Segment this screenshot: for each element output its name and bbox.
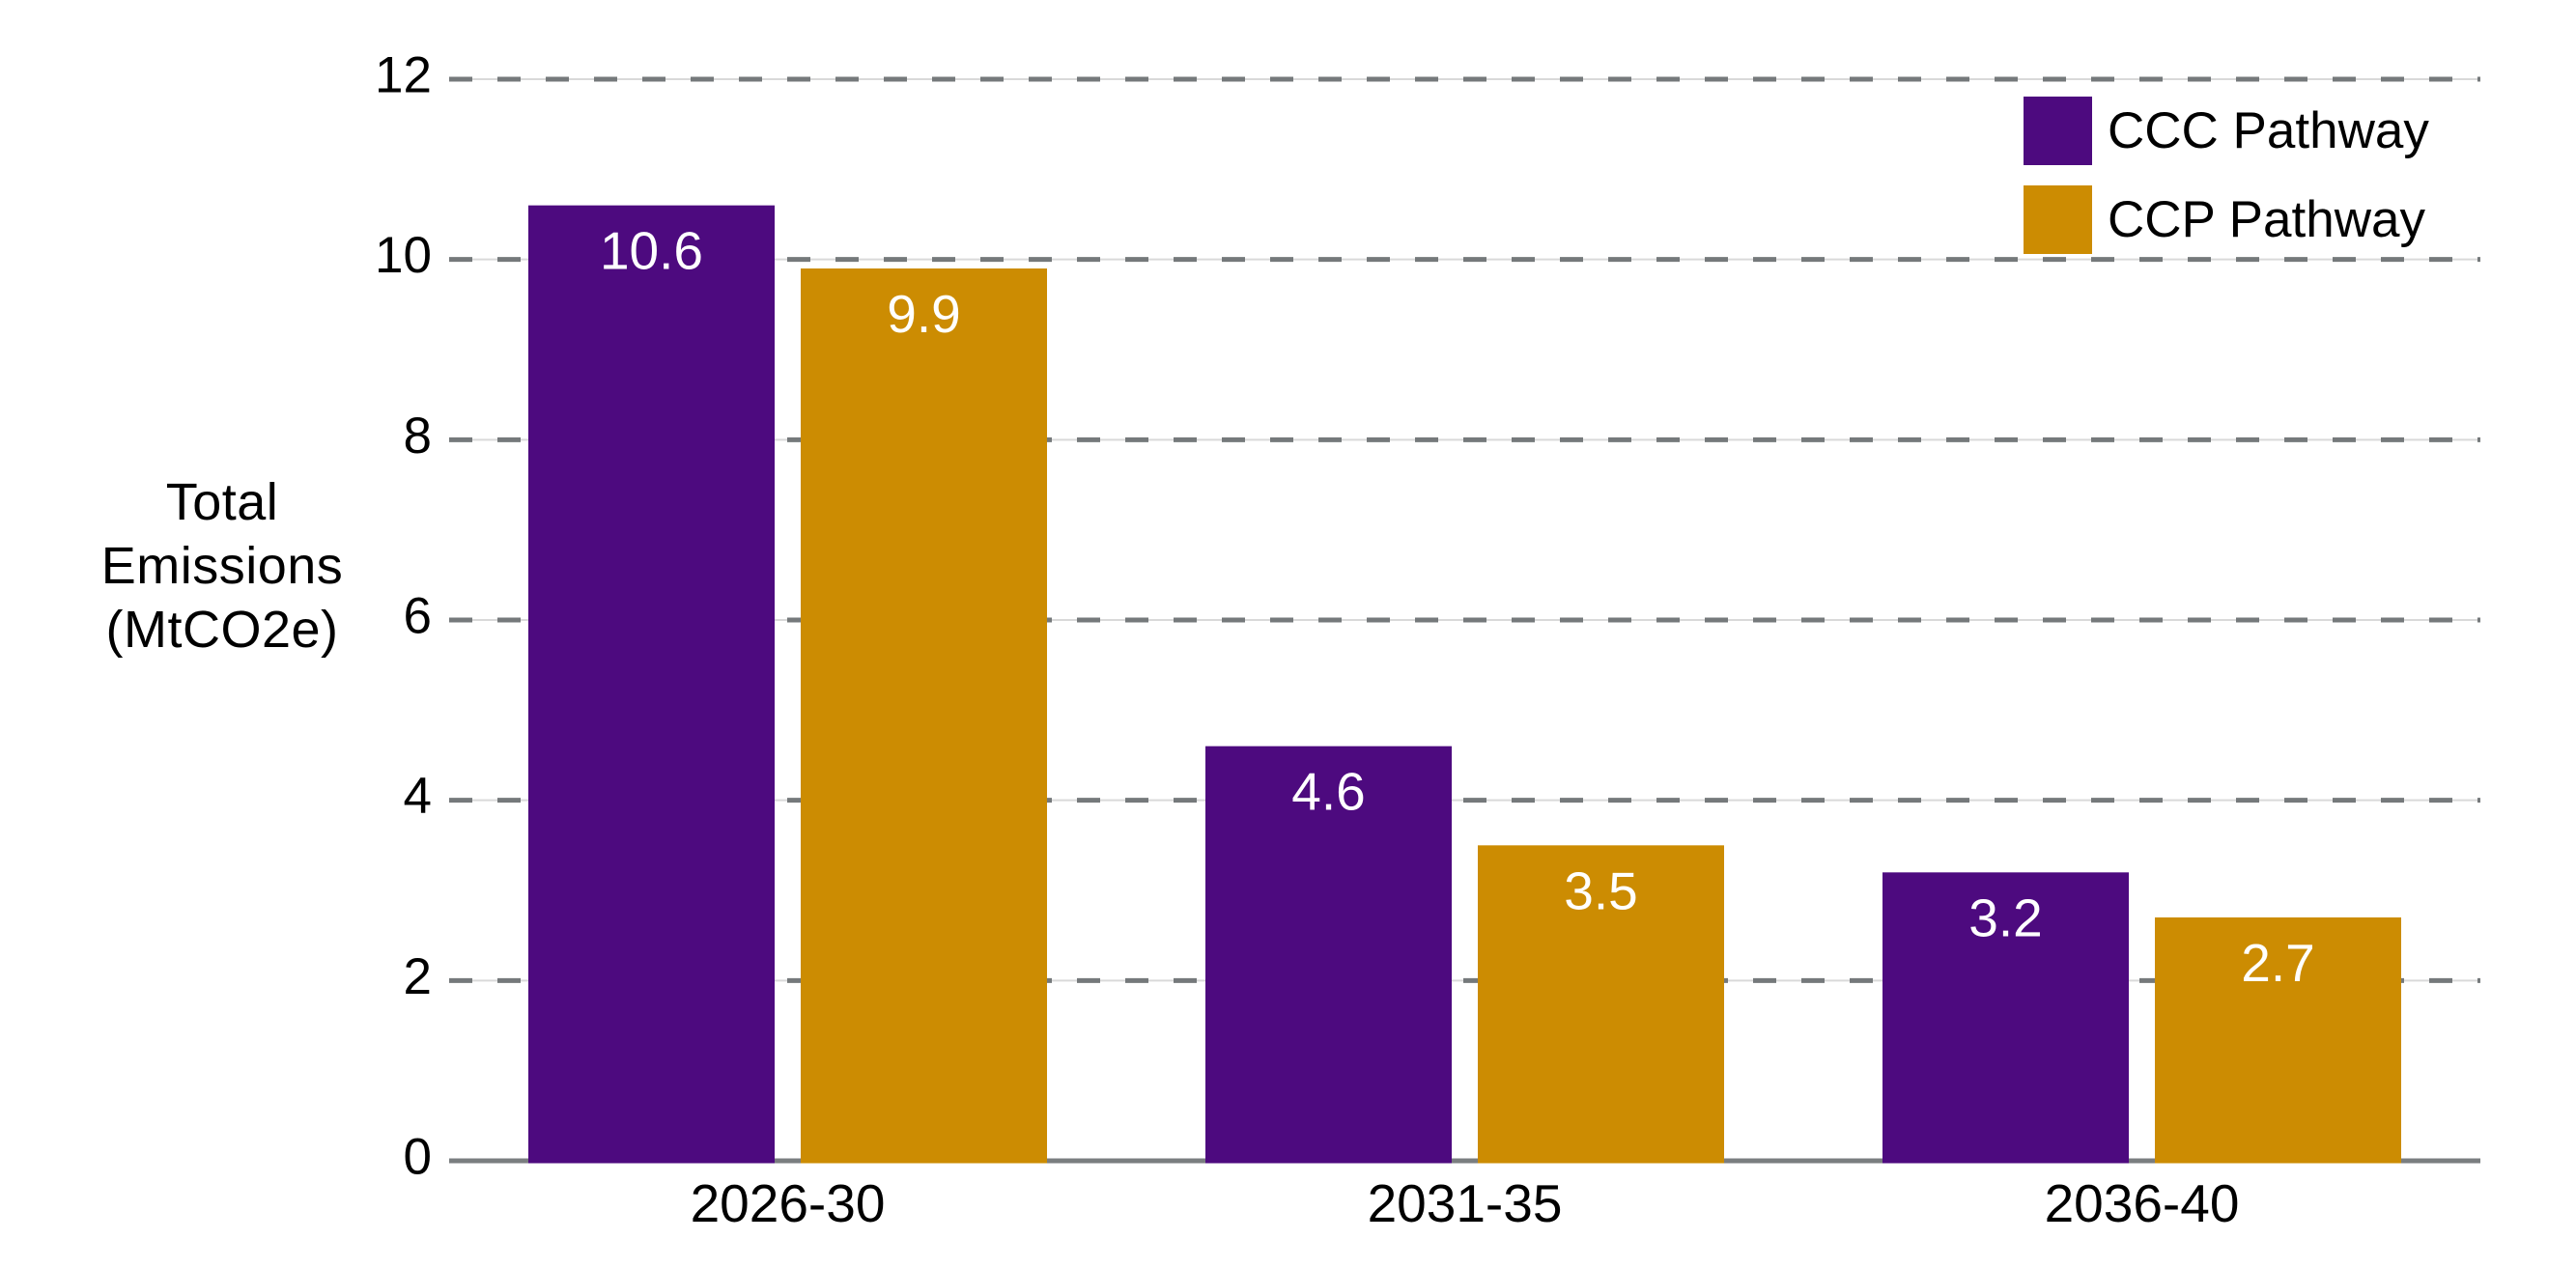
legend-swatch-ccp-pathway: [2024, 185, 2092, 254]
bar-value-label: 10.6: [600, 221, 703, 281]
bar-ccc-pathway-2031-35: [1205, 746, 1452, 1164]
y-axis-title: Total Emissions (MtCO2e): [53, 470, 391, 662]
y-axis-tick-label: 0: [404, 1129, 432, 1186]
y-axis-tick-label: 6: [404, 588, 432, 645]
x-axis-tick-label: 2036-40: [2045, 1173, 2240, 1233]
bar-ccp-pathway-2026-30: [801, 268, 1047, 1164]
bar-value-label: 3.5: [1564, 860, 1637, 920]
bar-value-label: 3.2: [1968, 888, 2042, 947]
legend-swatch-ccc-pathway: [2024, 97, 2092, 165]
y-axis-tick-label: 12: [375, 47, 432, 104]
y-axis-title-line-3: (MtCO2e): [105, 601, 339, 659]
y-axis-tick-label: 10: [375, 227, 432, 284]
bar-ccp-pathway-2031-35: [1478, 845, 1724, 1164]
bar-value-label: 9.9: [887, 284, 960, 344]
bar-ccc-pathway-2036-40: [1882, 872, 2129, 1164]
y-axis-title-line-2: Emissions: [100, 537, 344, 595]
bar-ccc-pathway-2026-30: [528, 205, 775, 1164]
y-axis-tick-label: 4: [404, 768, 432, 825]
y-axis-tick-label: 8: [404, 408, 432, 465]
bar-value-label: 4.6: [1291, 762, 1365, 822]
y-axis-tick-label: 2: [404, 948, 432, 1005]
legend-label-ccc-pathway: CCC Pathway: [2108, 102, 2429, 159]
bar-value-label: 2.7: [2241, 933, 2314, 993]
x-axis-tick-label: 2026-30: [691, 1173, 886, 1233]
bar-ccp-pathway-2036-40: [2155, 917, 2401, 1164]
y-axis-title-line-1: Total: [165, 473, 279, 531]
x-axis-tick-label: 2031-35: [1368, 1173, 1563, 1233]
legend-label-ccp-pathway: CCP Pathway: [2108, 191, 2425, 248]
